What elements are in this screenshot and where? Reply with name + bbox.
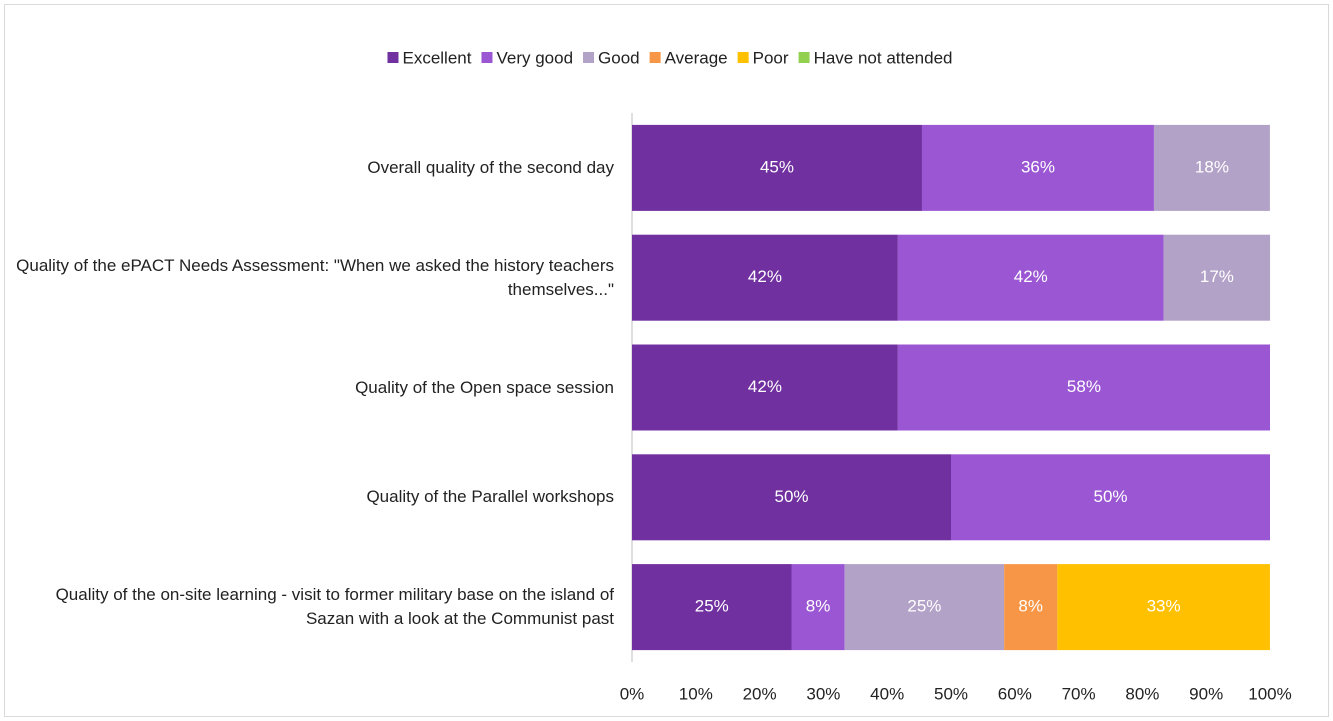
data-label: 42% [1014, 267, 1048, 286]
legend-swatch [737, 52, 749, 63]
x-tick-label: 50% [934, 684, 968, 703]
x-tick-label: 0% [620, 684, 645, 703]
legend-label: Very good [496, 48, 573, 67]
data-label: 18% [1195, 157, 1229, 176]
legend-swatch [583, 52, 595, 63]
data-label: 25% [907, 597, 941, 616]
data-label: 45% [760, 157, 794, 176]
bar-segment [897, 234, 1164, 321]
category-label: Quality of the Open space session [355, 377, 614, 397]
legend-label: Have not attended [814, 48, 953, 67]
bar-segment [1057, 564, 1270, 651]
x-tick-label: 60% [998, 684, 1032, 703]
data-label: 8% [806, 597, 831, 616]
data-label: 8% [1018, 597, 1043, 616]
data-label: 42% [748, 267, 782, 286]
legend-swatch [387, 52, 399, 63]
bar-segment [1153, 124, 1270, 211]
data-label: 42% [748, 377, 782, 396]
data-label: 58% [1067, 377, 1101, 396]
bar-segment [791, 564, 845, 651]
x-tick-label: 20% [743, 684, 777, 703]
data-label: 36% [1021, 157, 1055, 176]
data-label: 25% [695, 597, 729, 616]
bar-segment [632, 564, 792, 651]
bar-segment [632, 124, 922, 211]
bar-segment [632, 344, 898, 431]
bar-segment [921, 124, 1154, 211]
legend-label: Excellent [402, 48, 471, 67]
bar-segment [1163, 234, 1271, 321]
x-tick-label: 10% [679, 684, 713, 703]
legend-swatch [481, 52, 493, 63]
legend-swatch [649, 52, 661, 63]
data-label: 17% [1200, 267, 1234, 286]
bar-segment [897, 344, 1270, 431]
bar-segment [1004, 564, 1058, 651]
legend-swatch [798, 52, 810, 63]
x-tick-label: 80% [1125, 684, 1159, 703]
bar-segment [951, 454, 1270, 541]
x-tick-label: 30% [806, 684, 840, 703]
legend-label: Poor [753, 48, 789, 67]
legend-label: Average [665, 48, 728, 67]
category-label: Quality of the ePACT Needs Assessment: "… [16, 255, 614, 299]
category-label: Overall quality of the second day [367, 157, 614, 177]
x-tick-label: 100% [1248, 684, 1291, 703]
category-label: Quality of the on-site learning - visit … [55, 585, 614, 629]
bar-segment [632, 234, 898, 321]
data-label: 50% [774, 487, 808, 506]
category-label: Quality of the Parallel workshops [366, 487, 614, 507]
legend-label: Good [598, 48, 640, 67]
data-label: 33% [1147, 597, 1181, 616]
x-tick-label: 90% [1189, 684, 1223, 703]
data-label: 50% [1093, 487, 1127, 506]
bar-segment [632, 454, 951, 541]
bar-segment [844, 564, 1005, 651]
x-tick-label: 70% [1062, 684, 1096, 703]
x-tick-label: 40% [870, 684, 904, 703]
